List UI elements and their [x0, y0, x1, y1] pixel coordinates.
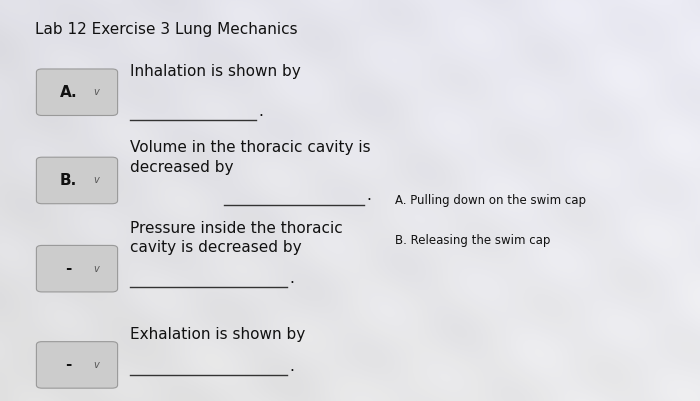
FancyBboxPatch shape	[36, 245, 118, 292]
Text: v: v	[94, 87, 99, 97]
Text: .: .	[258, 104, 263, 119]
Text: -: -	[65, 261, 72, 276]
Text: Inhalation is shown by: Inhalation is shown by	[130, 64, 300, 79]
Text: Exhalation is shown by: Exhalation is shown by	[130, 327, 304, 342]
Text: -: -	[65, 357, 72, 373]
Text: B.: B.	[60, 173, 77, 188]
Text: Volume in the thoracic cavity is
decreased by: Volume in the thoracic cavity is decreas…	[130, 140, 370, 174]
Text: A. Pulling down on the swim cap: A. Pulling down on the swim cap	[395, 194, 587, 207]
Text: v: v	[94, 264, 99, 273]
Text: .: .	[290, 359, 295, 374]
Text: v: v	[94, 176, 99, 185]
FancyBboxPatch shape	[36, 342, 118, 388]
Text: .: .	[290, 271, 295, 286]
Text: Pressure inside the thoracic
cavity is decreased by: Pressure inside the thoracic cavity is d…	[130, 221, 342, 255]
FancyBboxPatch shape	[36, 157, 118, 204]
Text: B. Releasing the swim cap: B. Releasing the swim cap	[395, 234, 551, 247]
Text: Lab 12 Exercise 3 Lung Mechanics: Lab 12 Exercise 3 Lung Mechanics	[35, 22, 298, 37]
Text: v: v	[94, 360, 99, 370]
Text: A.: A.	[60, 85, 78, 100]
Text: .: .	[367, 188, 372, 203]
FancyBboxPatch shape	[36, 69, 118, 115]
